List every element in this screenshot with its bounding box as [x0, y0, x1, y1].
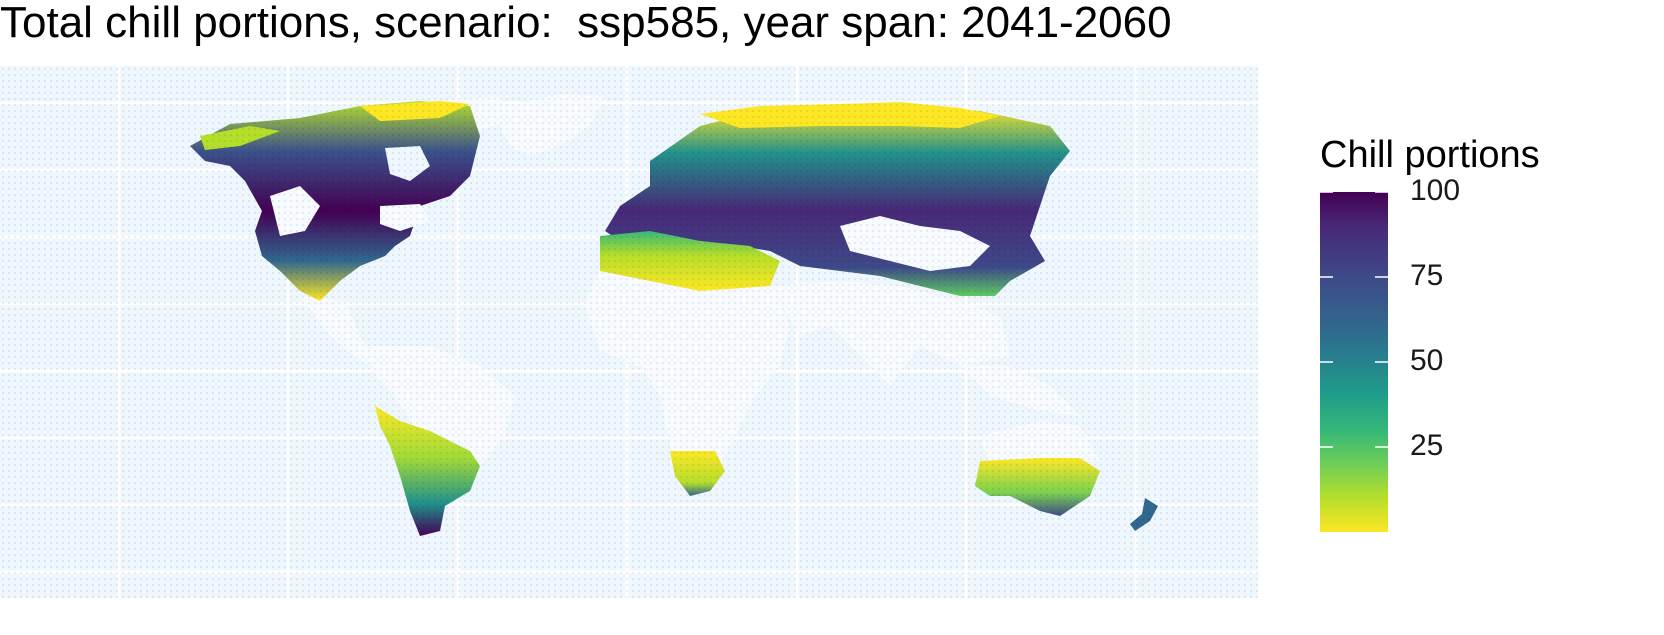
legend-colorbar: [1320, 192, 1388, 532]
grid-dot-texture: [0, 66, 1258, 598]
world-map: [0, 66, 1258, 598]
legend-label: 50: [1410, 344, 1444, 377]
legend-title: Chill portions: [1320, 134, 1540, 176]
map-title: Total chill portions, scenario: ssp585, …: [0, 0, 1172, 47]
legend-ticks: [1320, 192, 1388, 448]
map-panel: [0, 66, 1258, 598]
legend-label: 25: [1410, 429, 1444, 462]
legend-label: 100: [1410, 174, 1461, 207]
legend-label: 75: [1410, 259, 1444, 292]
